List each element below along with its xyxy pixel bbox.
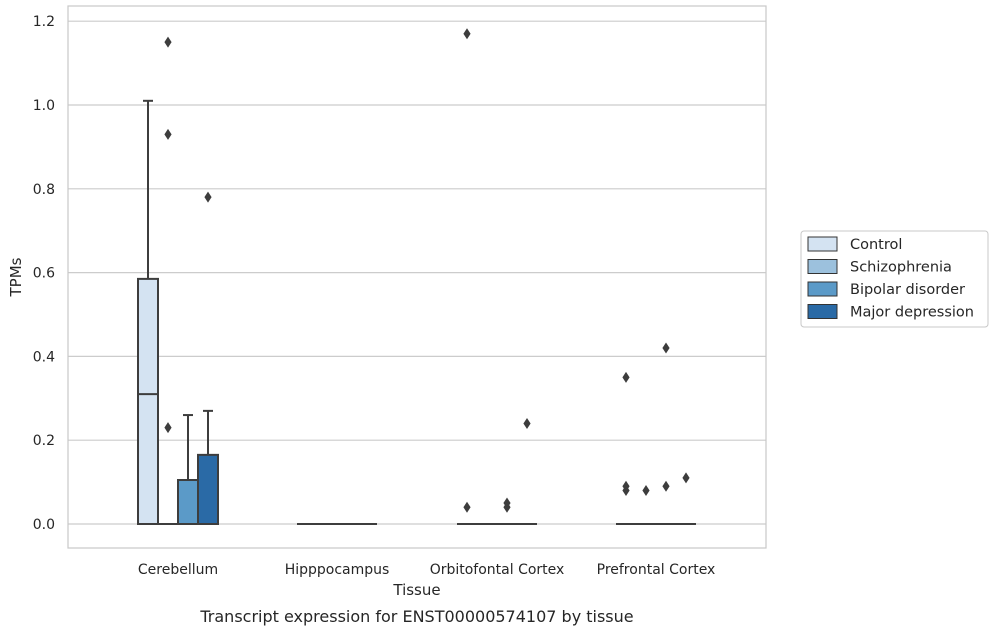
legend-entry-label: Control	[850, 237, 902, 253]
x-tick-label: Orbitofontal Cortex	[430, 562, 565, 578]
grid-lines	[68, 20, 766, 525]
x-axis-label: Tissue	[392, 581, 440, 599]
box-schizophrenia	[158, 36, 178, 525]
y-tick-label: 0.8	[33, 182, 55, 198]
x-tick-label: Hipppocampus	[285, 562, 390, 578]
outlier-point	[463, 28, 471, 40]
outlier-point	[164, 128, 172, 140]
outlier-point	[204, 191, 212, 203]
box-major-depression	[676, 472, 696, 525]
outlier-point	[622, 480, 630, 492]
outlier-point	[682, 472, 690, 484]
figure-caption: Transcript expression for ENST0000057410…	[199, 607, 633, 626]
box-plot-series	[137, 28, 696, 526]
legend-entry-label: Major depression	[850, 305, 974, 321]
box-control	[457, 28, 477, 525]
outlier-point	[622, 371, 630, 383]
outlier-point	[642, 484, 650, 496]
outlier-point	[662, 342, 670, 354]
box-body	[137, 277, 159, 526]
outlier-point	[503, 497, 511, 509]
legend-frame	[800, 230, 989, 328]
box-bipolar-disorder	[497, 497, 517, 525]
box-control	[137, 99, 159, 526]
x-axis-ticks: Cerebellum Hipppocampus Orbitofontal Corte…	[138, 562, 715, 578]
box-schizophrenia	[636, 484, 656, 525]
box-body	[177, 479, 199, 526]
outlier-point	[164, 36, 172, 48]
box-bipolar-disorder	[656, 342, 676, 525]
x-tick-label: Prefrontal Cortex	[597, 562, 716, 578]
y-tick-label: 0.0	[33, 517, 55, 533]
legend-swatch	[807, 281, 838, 297]
outlier-point	[164, 422, 172, 434]
y-tick-label: 0.4	[33, 349, 55, 365]
legend-entry-label: Schizophrenia	[850, 260, 952, 276]
y-tick-label: 1.2	[33, 14, 55, 30]
y-tick-label: 0.6	[33, 266, 55, 282]
box-body	[197, 453, 219, 525]
legend: Control Schizophrenia Bipolar disorder Majo…	[800, 230, 989, 328]
outlier-point	[463, 501, 471, 513]
legend-entry-label: Bipolar disorder	[850, 282, 965, 298]
box-bipolar-disorder	[177, 414, 199, 526]
y-axis-label: TPMs	[7, 257, 25, 297]
legend-swatch	[807, 259, 838, 274]
outlier-point	[662, 480, 670, 492]
y-axis-ticks: 0.0 0.2 0.4 0.6 0.8 1.0 1.2	[33, 14, 55, 533]
y-tick-label: 0.2	[33, 433, 55, 449]
legend-swatch	[807, 304, 838, 319]
outlier-point	[523, 417, 531, 429]
x-tick-label: Cerebellum	[138, 562, 218, 578]
box-major-depression	[197, 191, 219, 525]
y-tick-label: 1.0	[33, 98, 55, 114]
box-major-depression	[517, 417, 537, 525]
box-control	[616, 371, 636, 525]
plot-frame	[67, 5, 767, 549]
legend-swatch	[807, 236, 838, 252]
